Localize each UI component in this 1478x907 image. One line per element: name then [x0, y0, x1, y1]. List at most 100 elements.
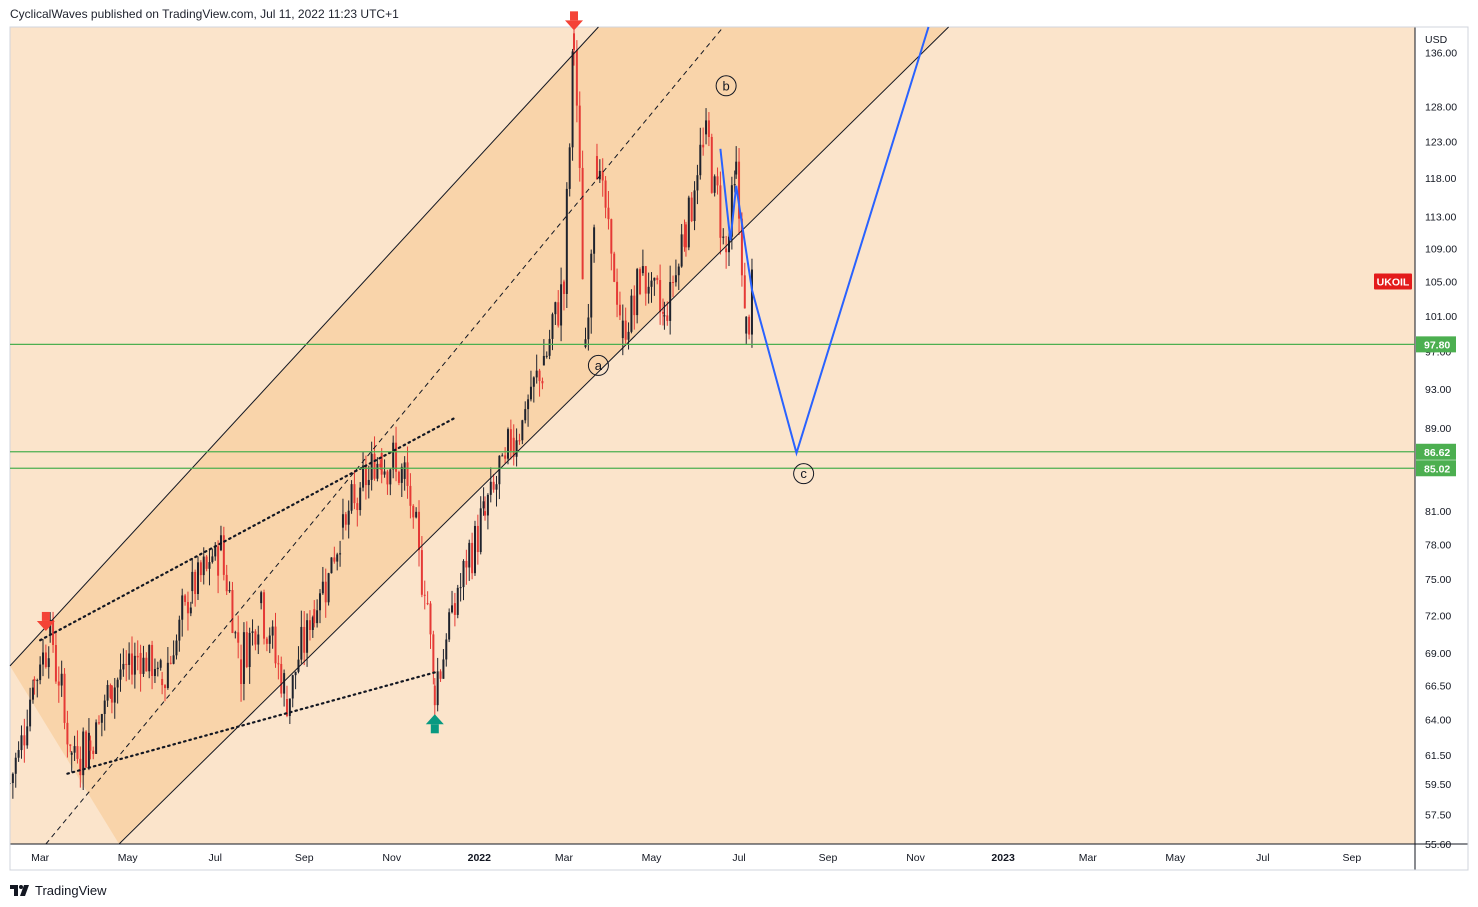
candle-body: [197, 562, 200, 595]
x-tick-label: Sep: [1343, 852, 1362, 864]
candle-body: [512, 437, 515, 457]
y-tick-label: 61.50: [1425, 750, 1451, 762]
candle-body: [613, 253, 616, 282]
price-chart[interactable]: USD 55.60 57.50 59.50 61.50 64.00 66.50 69.00 7…: [0, 0, 1478, 880]
candle-body: [590, 253, 593, 318]
candle-body: [653, 277, 656, 281]
candle-body: [169, 662, 172, 664]
candle-body: [710, 136, 713, 193]
candle-body: [166, 662, 169, 688]
candle-body: [321, 581, 324, 594]
candle-body: [445, 639, 448, 660]
candle-body: [465, 560, 468, 568]
candle-body: [713, 176, 716, 193]
candle-body: [604, 180, 607, 208]
candle-body: [527, 399, 530, 410]
candle-body: [294, 671, 297, 676]
candle-body: [666, 315, 669, 321]
candle-body: [738, 161, 741, 219]
candle-body: [750, 269, 753, 335]
y-tick-label: 123.00: [1425, 137, 1457, 149]
candle-body: [26, 726, 29, 746]
price-level-badge: 85.02: [1416, 460, 1456, 477]
candle-body: [87, 732, 90, 768]
candle-body: [412, 505, 415, 518]
candle-body: [303, 626, 306, 653]
candle-body: [560, 284, 563, 326]
tradingview-footer[interactable]: TradingView: [10, 881, 107, 899]
candle-body: [234, 632, 237, 634]
candle-body: [529, 386, 532, 400]
candle-body: [231, 590, 234, 634]
candle-body: [403, 462, 406, 479]
candle-body: [306, 620, 309, 653]
candle-body: [69, 744, 72, 746]
candle-body: [254, 631, 257, 645]
candle-body: [184, 595, 187, 602]
candle-body: [333, 557, 336, 562]
candle-body: [202, 556, 205, 576]
x-tick-label: Nov: [382, 852, 401, 864]
x-tick-label: Mar: [31, 852, 50, 864]
y-tick-label: 128.00: [1425, 101, 1457, 113]
candle-body: [621, 320, 624, 339]
candle-body: [636, 269, 639, 316]
candle-body: [359, 487, 362, 511]
candle-body: [699, 144, 702, 176]
x-tick-label: Sep: [295, 852, 314, 864]
candle-body: [719, 185, 722, 238]
candle-body: [442, 659, 445, 679]
candle-body: [113, 687, 116, 703]
candle-body: [130, 653, 133, 675]
candle-body: [735, 161, 738, 175]
x-tick-label: 2023: [991, 852, 1015, 864]
wave-label-circle: [715, 75, 737, 97]
candle-body: [545, 355, 548, 357]
candle-body: [656, 277, 659, 281]
candle-body: [291, 675, 294, 699]
candle-body: [178, 619, 181, 641]
candle-body: [492, 481, 495, 490]
candle-body: [240, 659, 243, 684]
candle-body: [17, 750, 20, 758]
candle-body: [406, 462, 409, 486]
up-arrow-shaft: [430, 724, 439, 734]
price-level-badge-text: 86.62: [1424, 447, 1450, 459]
y-tick-label: 55.60: [1425, 839, 1451, 851]
wave-label-circle: [793, 463, 815, 485]
candle-body: [674, 275, 677, 283]
channel-upper-line: [9, 26, 599, 667]
candle-body: [313, 609, 316, 624]
dotted-trendline-2: [39, 416, 456, 642]
candle-body: [260, 592, 263, 604]
candle-body: [353, 484, 356, 504]
candle-body: [663, 315, 666, 317]
candle-body: [538, 370, 541, 382]
candle-body: [509, 429, 512, 451]
candle-body: [489, 481, 492, 495]
candle-body: [743, 275, 746, 309]
candle-body: [376, 463, 379, 479]
candle-body: [205, 556, 208, 569]
candle-body: [79, 758, 82, 776]
candle-body: [341, 514, 344, 528]
candle-body: [705, 120, 708, 135]
candle-body: [288, 698, 291, 717]
candle-body: [97, 722, 100, 724]
candle-body: [336, 554, 339, 562]
candle-body: [63, 673, 66, 723]
candle-body: [225, 574, 228, 592]
candle-body: [23, 735, 26, 746]
candle-body: [693, 190, 696, 222]
projection-path: [719, 26, 930, 457]
x-tick-label: Mar: [1079, 852, 1098, 864]
candle-body: [515, 440, 518, 457]
candle-body: [106, 684, 109, 701]
candle-body: [142, 657, 145, 674]
frame: [9, 26, 1469, 871]
candle-body: [92, 750, 95, 754]
candle-body: [392, 442, 395, 470]
candle-body: [66, 722, 69, 745]
candle-body: [172, 655, 175, 664]
wave-label-text: c: [800, 466, 807, 481]
